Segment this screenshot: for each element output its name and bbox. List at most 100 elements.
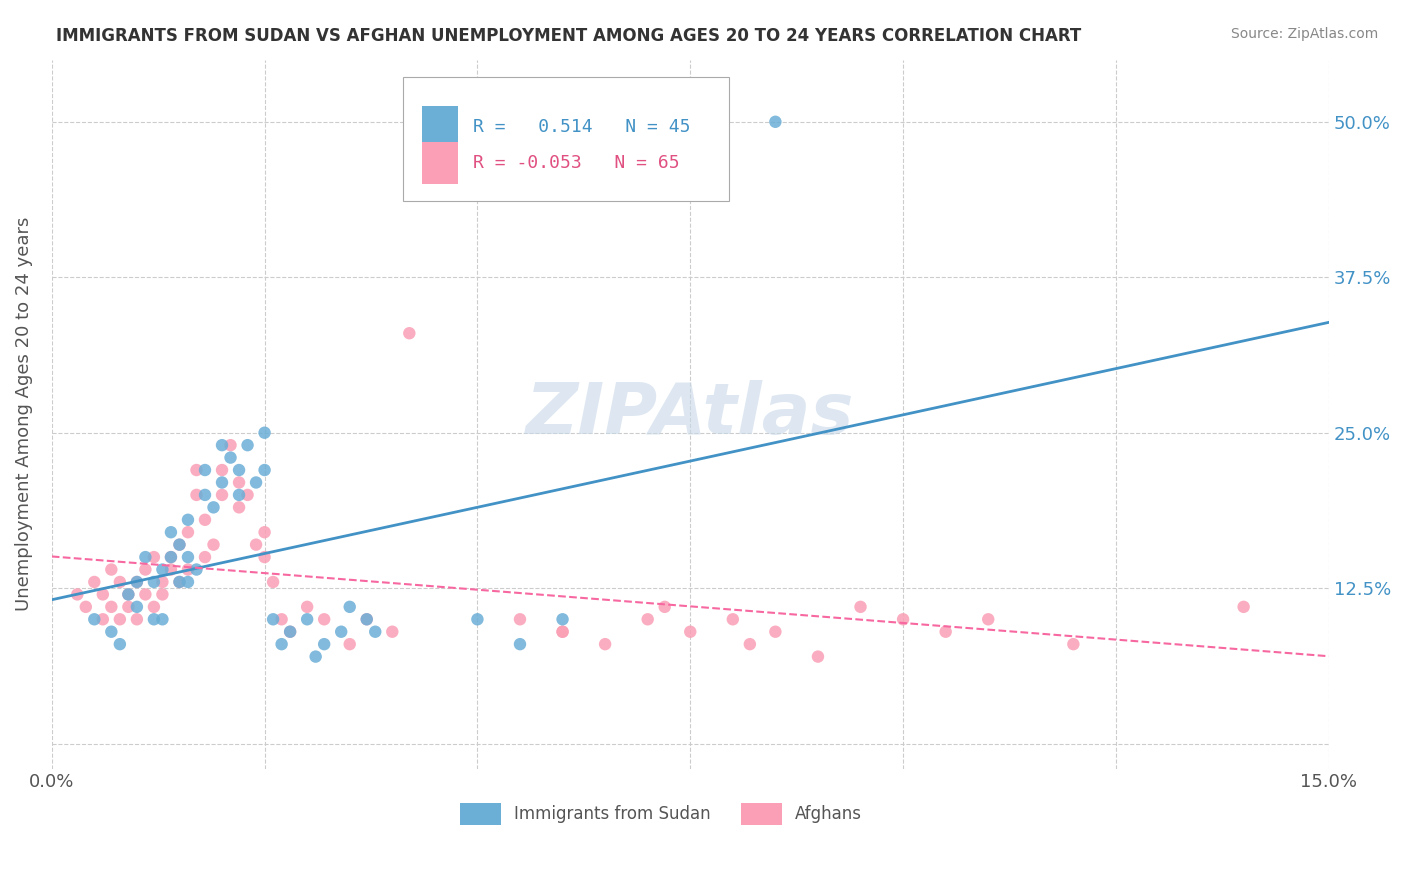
Point: [295, 612, 318, 626]
Point: [142, 550, 165, 565]
Point: [398, 326, 420, 341]
Point: [169, 574, 191, 589]
Point: [125, 599, 148, 614]
Point: [177, 574, 200, 589]
Point: [593, 637, 616, 651]
Point: [509, 612, 531, 626]
Point: [278, 624, 301, 639]
Point: [679, 624, 702, 639]
Point: [134, 562, 156, 576]
Point: [1062, 637, 1084, 651]
Point: [637, 612, 659, 626]
Point: [245, 538, 267, 552]
Point: [91, 587, 114, 601]
Point: [134, 550, 156, 565]
Point: [219, 438, 242, 452]
Point: [270, 612, 292, 626]
Point: [467, 612, 489, 626]
Point: [654, 599, 676, 614]
Point: [186, 488, 208, 502]
Point: [125, 574, 148, 589]
Point: [278, 624, 301, 639]
Point: [228, 475, 250, 490]
Point: [125, 574, 148, 589]
Point: [177, 550, 200, 565]
FancyBboxPatch shape: [741, 803, 782, 825]
Point: [134, 587, 156, 601]
Point: [211, 475, 233, 490]
Point: [763, 115, 786, 129]
Point: [142, 574, 165, 589]
Point: [177, 525, 200, 540]
Point: [262, 612, 284, 626]
Point: [228, 488, 250, 502]
Point: [935, 624, 957, 639]
Point: [219, 450, 242, 465]
Point: [142, 612, 165, 626]
Point: [152, 612, 174, 626]
Point: [253, 463, 276, 477]
Point: [253, 550, 276, 565]
Point: [169, 574, 191, 589]
Y-axis label: Unemployment Among Ages 20 to 24 years: Unemployment Among Ages 20 to 24 years: [15, 217, 32, 611]
Point: [245, 475, 267, 490]
Point: [125, 612, 148, 626]
Text: Immigrants from Sudan: Immigrants from Sudan: [515, 805, 710, 823]
Point: [236, 488, 259, 502]
Point: [253, 425, 276, 440]
Point: [194, 550, 217, 565]
Point: [807, 649, 830, 664]
Text: ZIPAtlas: ZIPAtlas: [526, 380, 855, 449]
Point: [108, 612, 131, 626]
Point: [100, 599, 122, 614]
Point: [194, 488, 217, 502]
Point: [305, 649, 328, 664]
Point: [314, 637, 336, 651]
Point: [211, 438, 233, 452]
Point: [202, 500, 225, 515]
Point: [160, 550, 183, 565]
Point: [211, 488, 233, 502]
Point: [295, 599, 318, 614]
Point: [977, 612, 1000, 626]
Point: [551, 624, 574, 639]
Point: [339, 637, 361, 651]
Point: [160, 550, 183, 565]
Point: [83, 574, 105, 589]
Text: Source: ZipAtlas.com: Source: ZipAtlas.com: [1230, 27, 1378, 41]
Point: [100, 562, 122, 576]
Text: R = -0.053   N = 65: R = -0.053 N = 65: [474, 154, 679, 172]
Point: [262, 574, 284, 589]
Point: [1233, 599, 1256, 614]
Point: [169, 538, 191, 552]
Point: [228, 500, 250, 515]
Point: [381, 624, 404, 639]
Point: [509, 637, 531, 651]
Point: [117, 587, 139, 601]
Point: [891, 612, 914, 626]
Point: [228, 463, 250, 477]
Point: [356, 612, 378, 626]
Point: [108, 637, 131, 651]
Point: [142, 599, 165, 614]
Point: [551, 624, 574, 639]
Point: [721, 612, 744, 626]
Point: [152, 587, 174, 601]
FancyBboxPatch shape: [460, 803, 502, 825]
Point: [738, 637, 761, 651]
Point: [100, 624, 122, 639]
Point: [314, 612, 336, 626]
Point: [75, 599, 97, 614]
Point: [849, 599, 872, 614]
Point: [152, 574, 174, 589]
Text: Afghans: Afghans: [794, 805, 862, 823]
Point: [194, 513, 217, 527]
Point: [551, 612, 574, 626]
Point: [186, 463, 208, 477]
Point: [253, 525, 276, 540]
Point: [339, 599, 361, 614]
Point: [91, 612, 114, 626]
Text: R =   0.514   N = 45: R = 0.514 N = 45: [474, 118, 690, 136]
Point: [177, 562, 200, 576]
FancyBboxPatch shape: [422, 142, 458, 185]
